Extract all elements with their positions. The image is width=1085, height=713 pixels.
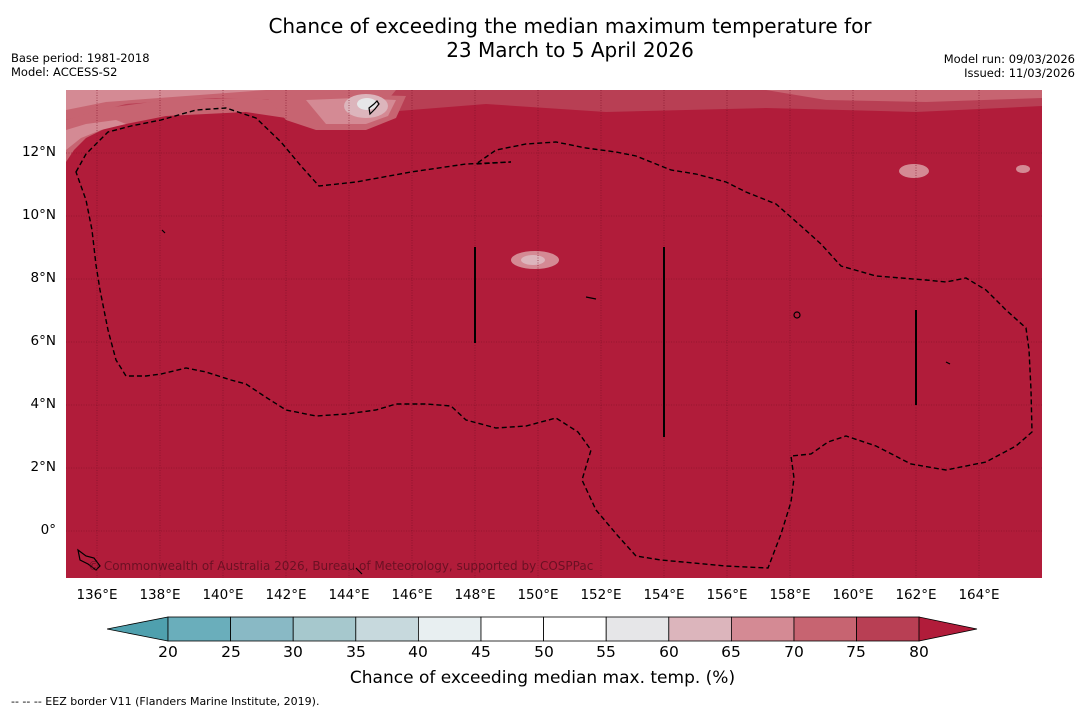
colorbar-tick: 40 (408, 643, 428, 661)
x-label: 154°E (643, 587, 685, 603)
colorbar-bin (793, 616, 857, 642)
colorbar-bin (605, 616, 670, 642)
base-period: Base period: 1981-2018 (11, 51, 150, 65)
colorbar-tick: 65 (721, 643, 741, 661)
y-label: 10°N (21, 207, 56, 223)
colorbar-tick: 20 (158, 643, 178, 661)
meridian-markers (474, 247, 917, 437)
y-label: 2°N (30, 459, 56, 475)
x-label: 144°E (328, 587, 370, 603)
colorbar-high-arrow (918, 616, 978, 642)
hotspot-guam-core (357, 98, 377, 110)
x-label: 146°E (391, 587, 433, 603)
x-label: 164°E (958, 587, 1000, 603)
colorbar-bin (543, 616, 607, 642)
colorbar-tick: 35 (346, 643, 366, 661)
issued-date: Issued: 11/03/2026 (964, 66, 1075, 80)
map-background (66, 90, 1042, 578)
eez-legend: -- -- -- EEZ border V11 (Flanders Marine… (11, 695, 320, 708)
y-label: 4°N (30, 396, 56, 412)
shading-band-4 (766, 90, 1042, 102)
copyright-note: © Commonwealth of Australia 2026, Bureau… (88, 559, 593, 573)
gridlines (66, 90, 1042, 578)
x-label: 162°E (895, 587, 937, 603)
chart-title: Chance of exceeding the median maximum t… (0, 14, 1085, 62)
title-line-1: Chance of exceeding the median maximum t… (268, 14, 872, 38)
colorbar-tick: 55 (596, 643, 616, 661)
x-label: 160°E (832, 587, 874, 603)
colorbar-low-arrow (107, 616, 169, 642)
colorbar-tick: 25 (221, 643, 241, 661)
x-label: 152°E (580, 587, 622, 603)
x-label: 138°E (139, 587, 181, 603)
x-label: 158°E (769, 587, 811, 603)
colorbar-tick: 70 (784, 643, 804, 661)
title-line-2: 23 March to 5 April 2026 (446, 38, 694, 62)
colorbar-bin (731, 616, 795, 642)
x-label: 148°E (454, 587, 496, 603)
x-label: 136°E (76, 587, 118, 603)
model-name: Model: ACCESS-S2 (11, 65, 118, 79)
shading-band-6 (66, 120, 126, 150)
y-label: 8°N (30, 270, 56, 286)
colorbar-bin (856, 616, 920, 642)
x-label: 156°E (706, 587, 748, 603)
colorbar-bin (167, 616, 231, 642)
colorbar-bin (480, 616, 544, 642)
colorbar-tick: 50 (534, 643, 554, 661)
colorbar-bin (292, 616, 357, 642)
y-label: 6°N (30, 333, 56, 349)
colorbar-tick: 75 (846, 643, 866, 661)
x-label: 140°E (202, 587, 244, 603)
colorbar-bin (417, 616, 482, 642)
x-label: 142°E (265, 587, 307, 603)
colorbar-bin (355, 616, 419, 642)
eez-border (75, 107, 1033, 569)
shading-band-5 (66, 98, 328, 162)
model-run: Model run: 09/03/2026 (943, 52, 1075, 66)
x-label: 150°E (517, 587, 559, 603)
meta-left: Base period: 1981-2018 Model: ACCESS-S2 (11, 51, 150, 79)
hotspot-far-east (1016, 165, 1030, 173)
colorbar-tick: 45 (471, 643, 491, 661)
shading-band-3 (66, 90, 266, 110)
hotspot-chuuk-core (521, 255, 545, 265)
meta-right: Model run: 09/03/2026 Issued: 11/03/2026 (944, 52, 1075, 80)
colorbar-tick: 80 (909, 643, 929, 661)
colorbar-bin (668, 616, 732, 642)
map-panel: © Commonwealth of Australia 2026, Bureau… (66, 90, 1042, 578)
y-label: 0° (40, 522, 56, 538)
y-label: 12°N (21, 144, 56, 160)
hotspot-east (899, 164, 929, 178)
colorbar (107, 616, 978, 642)
colorbar-title: Chance of exceeding median max. temp. (%… (349, 668, 736, 688)
colorbar-tick: 30 (283, 643, 303, 661)
colorbar-tick: 60 (659, 643, 679, 661)
islands (77, 100, 951, 575)
colorbar-bin (230, 616, 294, 642)
